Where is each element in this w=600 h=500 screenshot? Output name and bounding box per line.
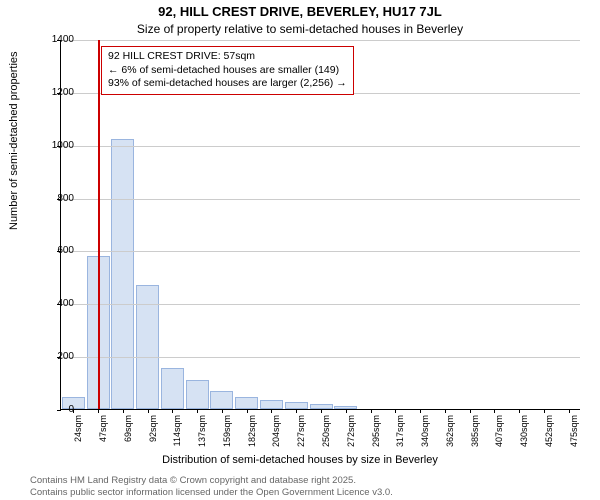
xtick-mark [197, 409, 198, 413]
grid-line [61, 357, 580, 358]
grid-line [61, 146, 580, 147]
xtick-label: 475sqm [569, 415, 579, 465]
grid-line [61, 199, 580, 200]
xtick-mark [420, 409, 421, 413]
xtick-label: 114sqm [172, 415, 182, 465]
xtick-label: 430sqm [519, 415, 529, 465]
xtick-mark [123, 409, 124, 413]
histogram-bar [260, 400, 283, 409]
histogram-bar [161, 368, 184, 409]
xtick-label: 24sqm [73, 415, 83, 465]
annotation-line2: ← 6% of semi-detached houses are smaller… [108, 64, 347, 78]
xtick-label: 272sqm [346, 415, 356, 465]
ytick-label: 1200 [34, 87, 74, 98]
grid-line [61, 304, 580, 305]
xtick-label: 295sqm [371, 415, 381, 465]
xtick-mark [445, 409, 446, 413]
xtick-label: 452sqm [544, 415, 554, 465]
xtick-mark [222, 409, 223, 413]
xtick-mark [569, 409, 570, 413]
histogram-bar [285, 402, 308, 409]
xtick-mark [271, 409, 272, 413]
annotation-box: 92 HILL CREST DRIVE: 57sqm ← 6% of semi-… [101, 46, 354, 95]
property-marker-line [98, 40, 100, 409]
chart-plot-area: 24sqm47sqm69sqm92sqm114sqm137sqm159sqm18… [60, 40, 580, 410]
xtick-mark [371, 409, 372, 413]
xtick-label: 385sqm [470, 415, 480, 465]
xtick-label: 159sqm [222, 415, 232, 465]
ytick-label: 800 [34, 193, 74, 204]
xtick-mark [296, 409, 297, 413]
xtick-mark [544, 409, 545, 413]
footer-attribution: Contains HM Land Registry data © Crown c… [30, 475, 393, 498]
xtick-label: 204sqm [271, 415, 281, 465]
xtick-mark [98, 409, 99, 413]
chart-subtitle: Size of property relative to semi-detach… [0, 22, 600, 36]
xtick-label: 227sqm [296, 415, 306, 465]
xtick-label: 317sqm [395, 415, 405, 465]
ytick-label: 600 [34, 245, 74, 256]
footer-line1: Contains HM Land Registry data © Crown c… [30, 475, 393, 486]
ytick-label: 400 [34, 298, 74, 309]
xtick-label: 69sqm [123, 415, 133, 465]
xtick-mark [470, 409, 471, 413]
xtick-label: 250sqm [321, 415, 331, 465]
ytick-label: 200 [34, 351, 74, 362]
histogram-bar [210, 391, 233, 410]
grid-line [61, 251, 580, 252]
xtick-mark [247, 409, 248, 413]
chart-title: 92, HILL CREST DRIVE, BEVERLEY, HU17 7JL [0, 4, 600, 19]
xtick-label: 92sqm [148, 415, 158, 465]
histogram-bar [235, 397, 258, 409]
footer-line2: Contains public sector information licen… [30, 487, 393, 498]
histogram-bar [111, 139, 134, 409]
xtick-mark [148, 409, 149, 413]
ytick-label: 0 [34, 404, 74, 415]
xtick-mark [519, 409, 520, 413]
xtick-label: 47sqm [98, 415, 108, 465]
xtick-label: 340sqm [420, 415, 430, 465]
xtick-mark [321, 409, 322, 413]
annotation-line1: 92 HILL CREST DRIVE: 57sqm [108, 50, 347, 64]
xtick-label: 182sqm [247, 415, 257, 465]
ytick-label: 1400 [34, 34, 74, 45]
xtick-mark [172, 409, 173, 413]
xtick-label: 362sqm [445, 415, 455, 465]
y-axis-label: Number of semi-detached properties [8, 51, 20, 230]
xtick-mark [346, 409, 347, 413]
xtick-label: 137sqm [197, 415, 207, 465]
xtick-mark [395, 409, 396, 413]
xtick-label: 407sqm [494, 415, 504, 465]
annotation-line3: 93% of semi-detached houses are larger (… [108, 77, 347, 91]
xtick-mark [494, 409, 495, 413]
bars-container [61, 40, 580, 409]
ytick-label: 1000 [34, 140, 74, 151]
grid-line [61, 40, 580, 41]
histogram-bar [186, 380, 209, 409]
